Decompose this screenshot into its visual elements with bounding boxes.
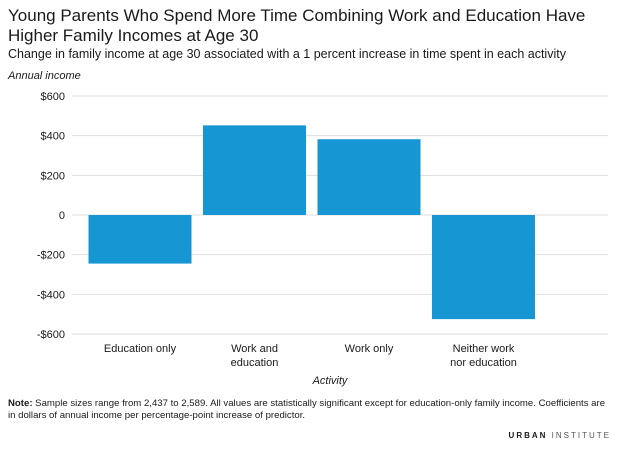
note-text: Sample sizes range from 2,437 to 2,589. …: [8, 398, 606, 421]
x-tick-label: Education only: [104, 343, 177, 355]
bar: [432, 215, 535, 320]
brand-part-1: URBAN: [508, 431, 548, 440]
y-tick-label: $400: [41, 131, 65, 143]
y-tick-label: -$600: [37, 329, 65, 341]
bar-layer: [88, 125, 535, 320]
x-tick-label-line: Neither work: [453, 343, 515, 355]
x-tick-label-line: Education only: [104, 343, 177, 355]
chart-subtitle: Change in family income at age 30 associ…: [8, 47, 566, 61]
x-tick-label-line: Work only: [345, 343, 394, 355]
chart-note: Note: Sample sizes range from 2,437 to 2…: [8, 398, 614, 422]
y-axis-label: Annual income: [8, 70, 81, 82]
y-tick-label: 0: [59, 210, 65, 222]
bar: [317, 139, 421, 215]
x-tick-label: Work only: [345, 343, 394, 355]
brand-part-2: INSTITUTE: [547, 431, 611, 440]
x-tick-label-line: nor education: [450, 357, 517, 369]
y-tick-label: -$400: [37, 289, 65, 301]
bar: [88, 215, 192, 264]
note-label: Note:: [8, 398, 33, 409]
label-layer: $600 $400 $200 0 -$200 -$400 -$600 Education on…: [37, 91, 517, 369]
x-tick-label-line: education: [231, 357, 279, 369]
urban-institute-logo: URBAN INSTITUTE: [509, 431, 611, 440]
x-axis-label: Activity: [312, 375, 349, 387]
x-tick-label: Neither work nor education: [450, 343, 517, 369]
x-tick-label: Work and education: [231, 343, 279, 369]
chart-title: Young Parents Who Spend More Time Combin…: [8, 6, 586, 45]
bar-chart: $600 $400 $200 0 -$200 -$400 -$600 Education on…: [37, 91, 608, 387]
y-tick-label: $200: [41, 170, 65, 182]
y-tick-label: $600: [41, 91, 65, 103]
x-tick-label-line: Work and: [231, 343, 278, 355]
bar: [203, 125, 306, 215]
y-tick-label: -$200: [37, 250, 65, 262]
